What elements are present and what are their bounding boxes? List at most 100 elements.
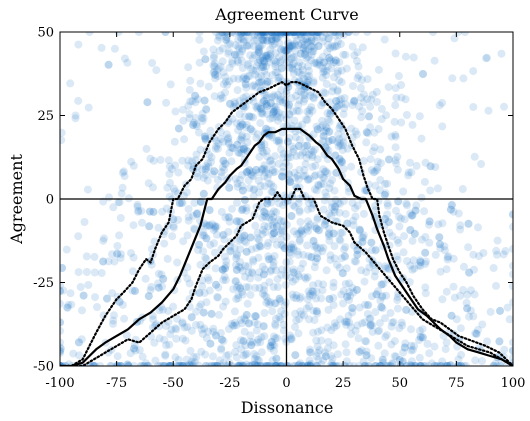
scatter-point	[118, 183, 127, 192]
scatter-point	[309, 93, 318, 102]
scatter-point	[285, 257, 294, 266]
scatter-point	[366, 320, 375, 329]
y-tick-label: -50	[33, 360, 54, 375]
scatter-point	[171, 161, 180, 170]
scatter-point	[376, 176, 385, 184]
scatter-point	[394, 238, 403, 247]
scatter-point	[113, 249, 122, 258]
scatter-point	[321, 220, 329, 228]
scatter-point	[313, 155, 322, 164]
scatter-point	[319, 205, 328, 214]
scatter-point	[188, 157, 197, 166]
scatter-point	[134, 206, 143, 215]
scatter-point	[204, 362, 213, 366]
scatter-point	[269, 283, 278, 291]
scatter-point	[266, 99, 275, 107]
scatter-point	[301, 32, 310, 36]
scatter-point	[384, 275, 392, 284]
scatter-point	[166, 362, 175, 366]
scatter-point	[423, 339, 432, 348]
scatter-point	[262, 298, 271, 307]
scatter-point	[279, 222, 288, 231]
scatter-point	[408, 236, 417, 245]
scatter-point	[328, 362, 337, 366]
scatter-point	[394, 212, 403, 221]
scatter-point	[130, 287, 139, 295]
scatter-point	[238, 64, 247, 72]
scatter-point	[385, 155, 393, 164]
scatter-point	[425, 220, 433, 229]
scatter-point	[253, 362, 262, 366]
scatter-point	[345, 318, 354, 327]
scatter-point	[336, 141, 345, 150]
scatter-point	[202, 234, 211, 243]
scatter-point	[224, 139, 233, 148]
scatter-point	[278, 32, 287, 36]
scatter-point	[367, 166, 376, 175]
scatter-point	[223, 80, 232, 89]
scatter-point	[273, 32, 282, 36]
scatter-point	[154, 362, 162, 366]
scatter-point	[208, 362, 216, 366]
scatter-point	[63, 303, 72, 312]
scatter-point	[278, 172, 287, 181]
scatter-point	[403, 201, 411, 210]
scatter-point	[343, 219, 352, 228]
scatter-point	[442, 338, 451, 347]
scatter-point	[260, 265, 269, 274]
scatter-point	[407, 346, 416, 355]
scatter-point	[313, 348, 322, 357]
scatter-point	[190, 225, 199, 234]
scatter-point	[350, 241, 358, 250]
scatter-point	[236, 145, 245, 154]
scatter-point	[230, 244, 239, 253]
scatter-point	[309, 78, 318, 87]
scatter-point	[392, 93, 401, 102]
scatter-point	[227, 157, 236, 166]
scatter-point	[238, 171, 247, 179]
scatter-point	[371, 246, 380, 255]
scatter-point	[264, 252, 273, 261]
scatter-point	[309, 147, 318, 156]
scatter-point	[260, 309, 269, 317]
scatter-point	[263, 102, 271, 110]
scatter-point	[236, 284, 245, 293]
scatter-point	[275, 136, 284, 145]
scatter-point	[202, 105, 211, 114]
scatter-point	[340, 317, 349, 326]
scatter-point	[459, 262, 468, 271]
scatter-point	[320, 221, 329, 230]
scatter-point	[352, 56, 361, 65]
scatter-point	[388, 232, 397, 241]
scatter-point	[269, 183, 278, 191]
scatter-point	[160, 239, 169, 248]
scatter-point	[381, 264, 390, 273]
scatter-point	[252, 165, 261, 174]
scatter-point	[240, 237, 249, 245]
scatter-point	[240, 196, 249, 204]
scatter-point	[262, 362, 271, 366]
scatter-point	[210, 62, 219, 71]
scatter-point	[271, 102, 280, 111]
scatter-point	[295, 135, 304, 144]
scatter-point	[441, 345, 450, 354]
scatter-point	[267, 362, 276, 366]
scatter-point	[60, 349, 64, 358]
scatter-point	[225, 183, 234, 192]
scatter-point	[219, 68, 228, 77]
scatter-point	[203, 273, 212, 282]
scatter-point	[322, 126, 331, 135]
scatter-point	[495, 337, 504, 346]
scatter-point	[260, 182, 269, 191]
scatter-point	[287, 244, 296, 253]
scatter-point	[244, 319, 253, 328]
scatter-point	[242, 123, 251, 132]
scatter-point	[254, 48, 263, 57]
scatter-point	[365, 255, 374, 264]
scatter-point	[135, 346, 144, 354]
scatter-point	[232, 217, 241, 226]
scatter-point	[296, 49, 305, 58]
scatter-point	[206, 339, 215, 348]
scatter-point	[159, 274, 168, 283]
scatter-point	[236, 122, 245, 131]
